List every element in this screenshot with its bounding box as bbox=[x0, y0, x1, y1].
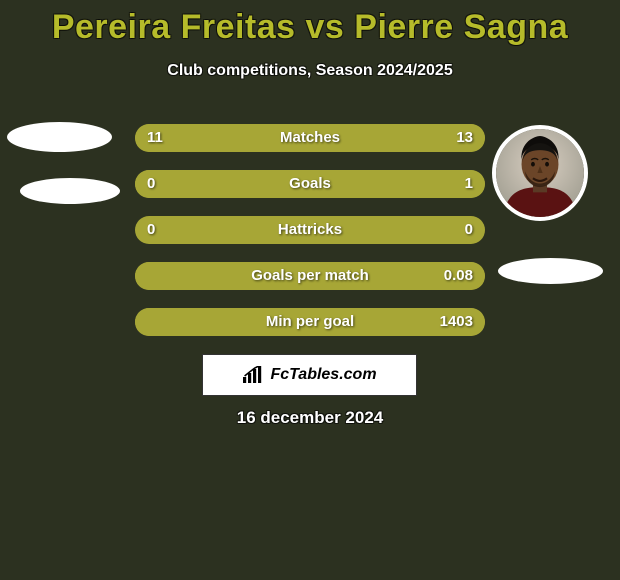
stat-row: 0.08Goals per match bbox=[135, 262, 485, 290]
subtitle: Club competitions, Season 2024/2025 bbox=[0, 62, 620, 80]
bar-chart-icon bbox=[242, 366, 264, 384]
bar-label: Hattricks bbox=[135, 216, 485, 244]
date-label: 16 december 2024 bbox=[0, 408, 620, 428]
brand-box[interactable]: FcTables.com bbox=[202, 354, 417, 396]
stat-row: 01Goals bbox=[135, 170, 485, 198]
stat-row: 1403Min per goal bbox=[135, 308, 485, 336]
bar-label: Min per goal bbox=[135, 308, 485, 336]
bar-label: Matches bbox=[135, 124, 485, 152]
right-player-ellipse bbox=[498, 258, 603, 284]
left-player-ellipse-2 bbox=[20, 178, 120, 204]
right-player-avatar bbox=[492, 125, 588, 221]
stat-row: 1113Matches bbox=[135, 124, 485, 152]
stat-bars: 1113Matches 01Goals 00Hattricks 0.08Goals p… bbox=[135, 124, 485, 354]
page-title: Pereira Freitas vs Pierre Sagna bbox=[0, 8, 620, 47]
bar-label: Goals bbox=[135, 170, 485, 198]
comparison-card: Pereira Freitas vs Pierre Sagna Club com… bbox=[0, 0, 620, 580]
left-player-ellipse-1 bbox=[7, 122, 112, 152]
brand-label: FcTables.com bbox=[270, 366, 376, 384]
bar-label: Goals per match bbox=[135, 262, 485, 290]
stat-row: 00Hattricks bbox=[135, 216, 485, 244]
